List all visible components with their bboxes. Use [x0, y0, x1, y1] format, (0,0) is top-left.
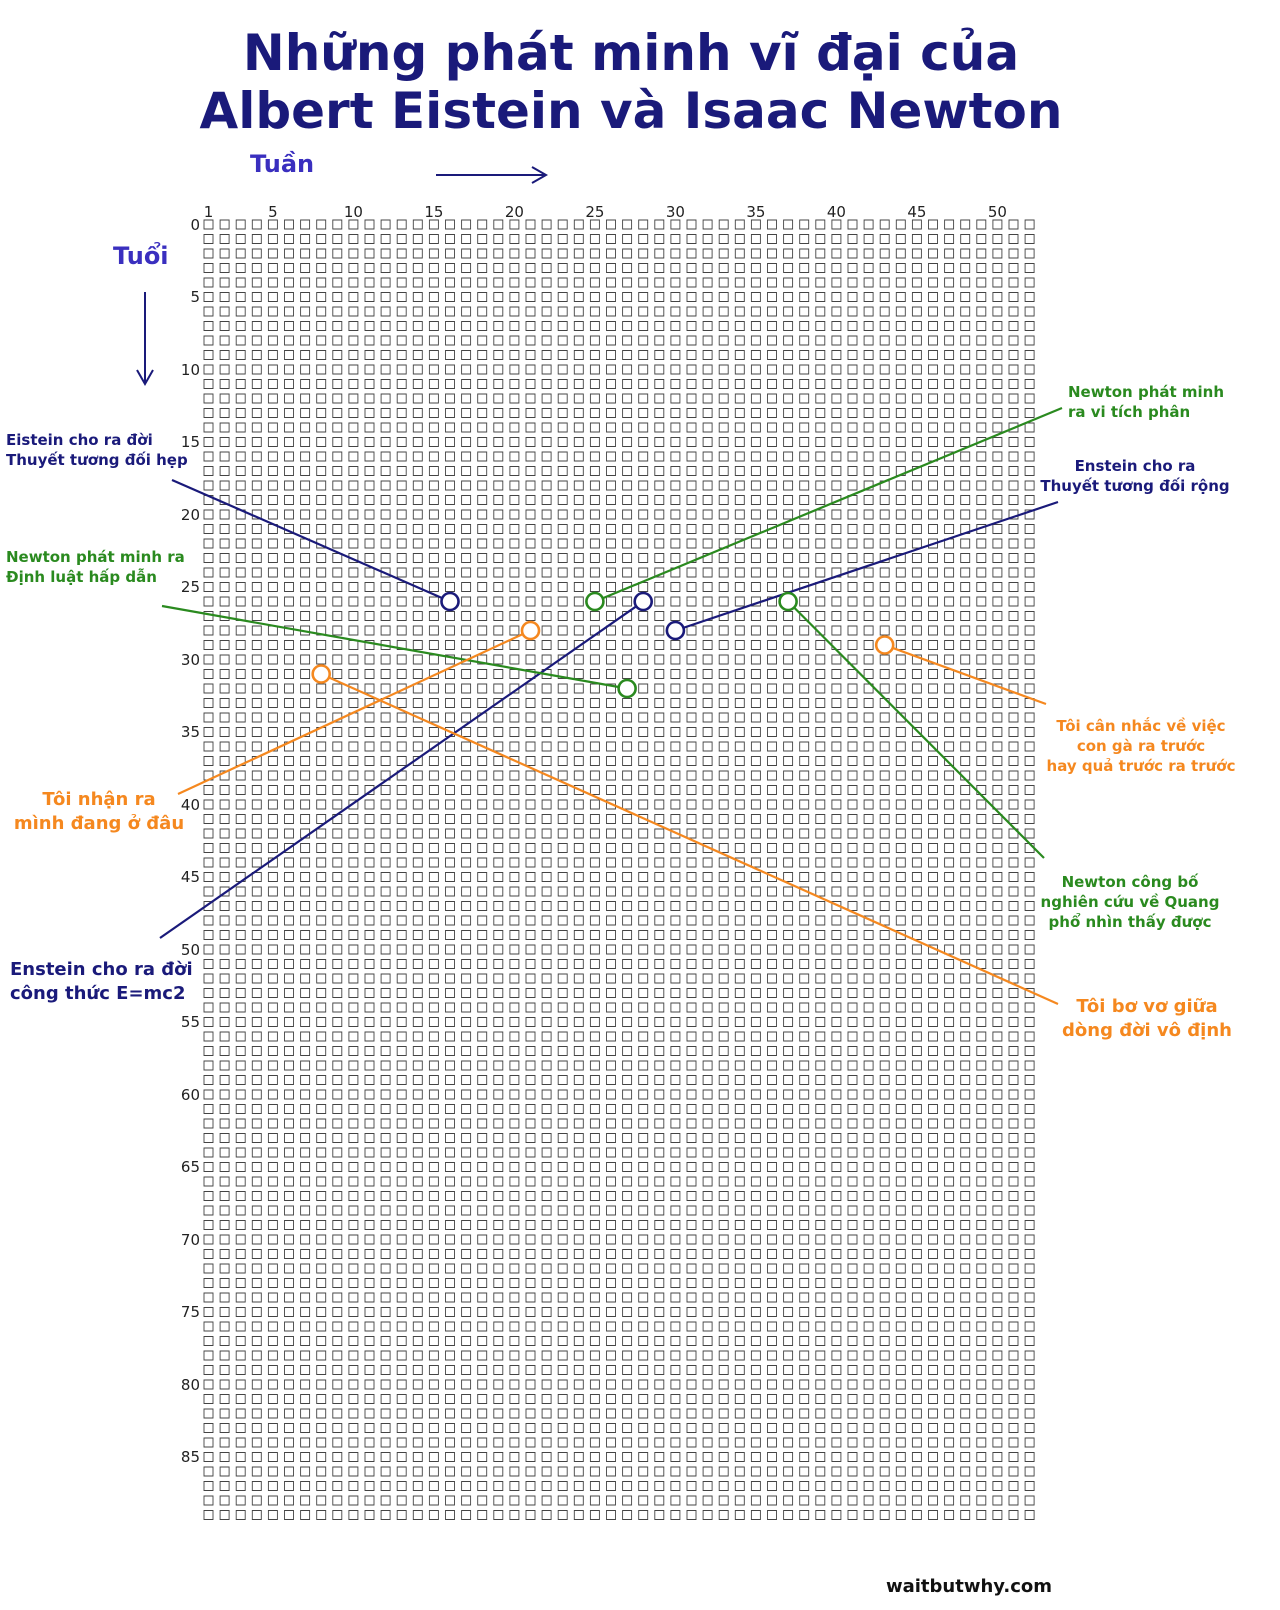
label-line: Định luật hấp dẫn: [6, 568, 157, 586]
axis-arrows: [136, 166, 549, 387]
y-tick-label: 35: [180, 723, 200, 741]
leader-line-newton-optics: [787, 600, 1045, 859]
label-line: Enstein cho ra đời: [10, 959, 193, 980]
label-line: dòng đời vô định: [1062, 1020, 1232, 1041]
label-me-where-i-am: Tôi nhận ra mình đang ở đâu: [4, 788, 194, 836]
leader-line-me-lost: [320, 672, 1059, 1006]
label-line: Thuyết tương đối hẹp: [6, 451, 188, 469]
label-line: hay quả trước ra trước: [1046, 757, 1236, 775]
label-line: Newton phát minh: [1068, 383, 1225, 401]
label-einstein-general-relativity: Enstein cho ra Thuyết tương đối rộng: [1030, 456, 1240, 496]
x-tick-label: 15: [424, 203, 444, 221]
label-line: Tôi nhận ra: [42, 789, 156, 810]
week-box-grid: [203, 219, 1035, 1520]
x-tick-label: 45: [907, 203, 927, 221]
y-axis-title: Tuổi: [113, 242, 169, 270]
y-tick-label: 75: [180, 1303, 200, 1321]
y-tick-label: 20: [180, 505, 200, 524]
marker-circle-newton-calculus: [585, 591, 605, 612]
leader-line-newton-gravity: [161, 604, 628, 690]
x-tick-label: 25: [585, 203, 605, 221]
label-line: mình đang ở đâu: [13, 813, 185, 834]
x-tick-label: 30: [665, 203, 685, 221]
label-line: phổ nhìn thấy được: [1048, 913, 1212, 931]
leader-line-me-chicken-egg: [884, 643, 1047, 706]
label-einstein-emc2: Enstein cho ra đời công thức E=mc2: [10, 958, 193, 1006]
leader-line-einstein-emc2: [159, 600, 644, 939]
label-line: ra vi tích phân: [1068, 403, 1191, 421]
footer-site: waitbutwhy.com: [886, 1576, 1052, 1597]
label-line: Tôi cân nhắc về việc: [1056, 717, 1226, 735]
chart-title-line-2: Albert Eistein và Isaac Newton: [199, 82, 1063, 140]
label-line: Eistein cho ra đời: [6, 431, 153, 449]
label-me-lost: Tôi bơ vơ giữa dòng đời vô định: [1040, 995, 1254, 1043]
y-tick-label: 0: [190, 215, 200, 234]
annotation-leader-lines: [159, 406, 1063, 1006]
y-tick-label: 80: [180, 1375, 200, 1394]
x-axis-arrow-head: [531, 166, 549, 184]
label-line: Tôi bơ vơ giữa: [1076, 996, 1218, 1017]
marker-circle-newton-gravity: [617, 678, 637, 699]
y-tick-label: 55: [180, 1013, 200, 1031]
marker-circle-newton-optics: [778, 591, 798, 612]
x-tick-label: 50: [987, 203, 1007, 221]
label-me-chicken-egg: Tôi cân nhắc về việc con gà ra trước hay…: [1036, 716, 1246, 776]
label-line: Newton công bố: [1061, 873, 1199, 891]
y-axis-arrow-head: [136, 369, 154, 387]
label-newton-calculus: Newton phát minh ra vi tích phân: [1068, 382, 1224, 422]
leader-line-einstein-special-relativity: [171, 478, 451, 603]
footer-dot: .: [1003, 1576, 1011, 1597]
marker-circle-einstein-general-relativity: [665, 620, 686, 641]
y-tick-label: 10: [180, 360, 200, 379]
label-line: con gà ra trước: [1076, 737, 1206, 755]
chart-title-line-1: Những phát minh vĩ đại của: [242, 24, 1020, 82]
leader-line-einstein-general-relativity: [675, 500, 1059, 632]
y-tick-label: 70: [180, 1230, 200, 1249]
x-axis-title: Tuần: [250, 150, 315, 178]
footer-tld: com: [1010, 1576, 1052, 1597]
leader-line-newton-calculus: [594, 406, 1063, 603]
x-tick-label: 20: [504, 203, 524, 221]
label-line: công thức E=mc2: [10, 983, 186, 1004]
y-tick-label: 45: [180, 868, 200, 886]
y-tick-label: 85: [180, 1448, 200, 1466]
x-tick-label: 35: [746, 203, 766, 221]
x-tick-label: 10: [343, 203, 363, 221]
marker-circle-me-lost: [311, 664, 332, 684]
x-tick-label: 1: [203, 203, 214, 221]
x-tick-label: 40: [826, 203, 846, 221]
y-tick-label: 30: [180, 650, 200, 669]
y-tick-label: 65: [180, 1158, 200, 1176]
y-tick-label: 25: [180, 578, 200, 596]
marker-circle-einstein-special-relativity: [440, 591, 460, 612]
marker-circle-me-where-i-am: [520, 620, 541, 641]
marker-circle-me-chicken-egg: [874, 635, 895, 655]
label-line: Thuyết tương đối rộng: [1040, 477, 1230, 495]
marker-circle-einstein-emc2: [633, 591, 654, 612]
y-tick-label: 5: [190, 288, 200, 306]
footer-brand: waitbutwhy: [885, 1576, 1004, 1597]
leader-line-me-where-i-am: [177, 629, 531, 795]
y-tick-label: 40: [180, 795, 200, 814]
label-line: Newton phát minh ra: [6, 548, 185, 566]
label-newton-optics: Newton công bố nghiên cứu về Quang phổ n…: [1030, 872, 1230, 932]
label-newton-gravity: Newton phát minh ra Định luật hấp dẫn: [6, 547, 185, 587]
y-tick-label: 50: [180, 940, 200, 959]
y-tick-label: 15: [180, 433, 200, 451]
label-line: nghiên cứu về Quang: [1040, 893, 1220, 911]
label-einstein-special-relativity: Eistein cho ra đời Thuyết tương đối hẹp: [6, 430, 188, 470]
label-line: Enstein cho ra: [1074, 457, 1196, 475]
y-tick-label: 60: [180, 1085, 200, 1104]
week-boxes: [203, 219, 1035, 1520]
x-tick-label: 5: [268, 203, 278, 221]
